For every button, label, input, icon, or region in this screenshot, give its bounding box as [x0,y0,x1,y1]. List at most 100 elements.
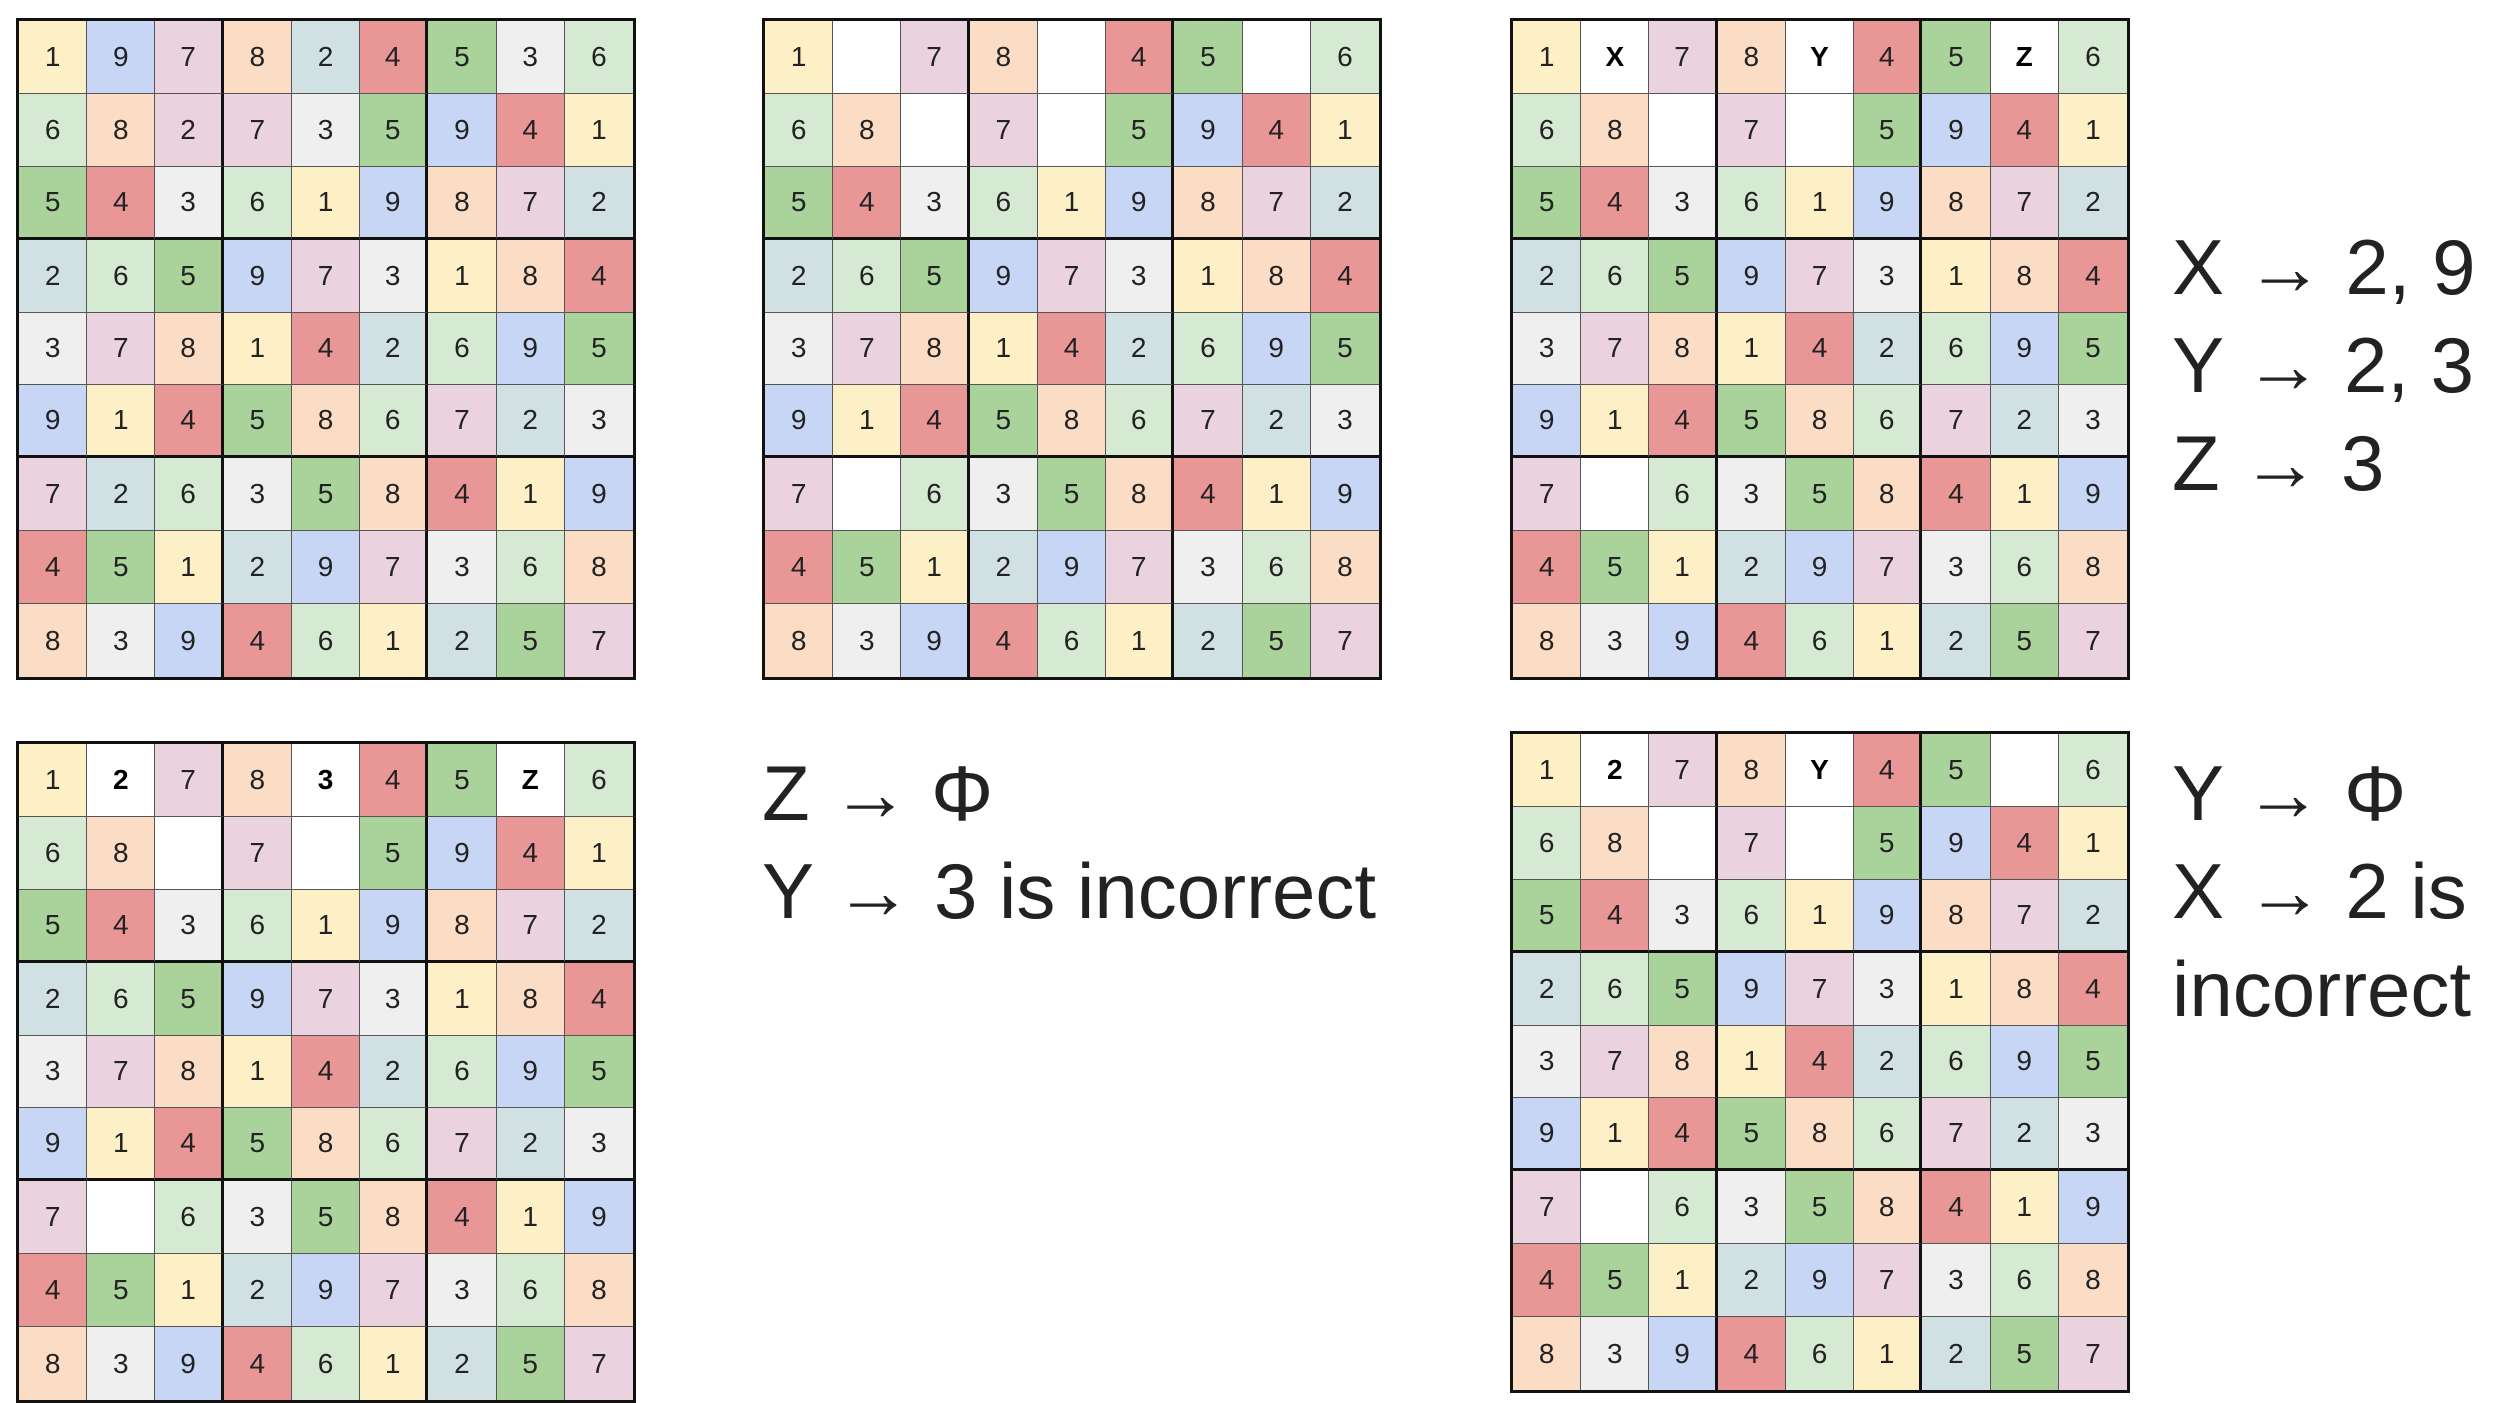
sudoku-cell: 1 [1106,604,1175,677]
sudoku-cell: 4 [223,1327,292,1400]
sudoku-cell: 1 [360,1327,429,1400]
sudoku-cell: 6 [1513,93,1582,167]
sudoku-cell: 7 [564,604,633,677]
sudoku-cell: 9 [1854,879,1923,953]
sudoku-cell: 2 [1513,239,1582,313]
sudoku-cell: 5 [1242,604,1311,677]
sudoku-cell: 2 [87,458,156,532]
sudoku-cell: 6 [496,531,565,605]
sudoku-cell: 4 [1854,21,1923,94]
sudoku-cell: 1 [291,166,361,240]
sudoku-cell: 5 [564,312,633,386]
sudoku-cell: 8 [1922,879,1991,953]
sudoku-cell: 9 [155,604,224,677]
sudoku-cell: 2 [19,962,88,1036]
sudoku-cell: 6 [87,239,156,313]
sudoku-cell: 7 [1717,93,1786,167]
sudoku-cell: 1 [1990,1171,2059,1245]
sudoku-cell: 6 [765,93,834,167]
sudoku-cell: 7 [1106,531,1175,605]
sudoku-cell: 7 [1513,1171,1582,1245]
sudoku-cell: 9 [223,239,292,313]
sudoku-cell: 5 [1106,93,1175,167]
sudoku-cell: 1 [1242,458,1311,532]
sudoku-cell: 9 [1310,458,1379,532]
sudoku-cell: 1 [19,744,88,817]
sudoku-cell: 9 [1513,385,1582,459]
y-incorrect-line: Y → 3 is incorrect [762,847,1377,935]
sudoku-cell: 7 [87,312,156,386]
sudoku-cell: 1 [428,239,497,313]
sudoku-cell: 8 [1513,1317,1582,1390]
z-empty-line: Z → Φ [762,749,994,837]
sudoku-cell: 8 [564,1254,633,1328]
sudoku-cell: 2 [2058,166,2127,240]
sudoku-cell: 3 [1174,531,1243,605]
sudoku-cell: 6 [1922,1025,1991,1099]
sudoku-cell: X [1581,21,1650,94]
sudoku-cell: 5 [2058,1025,2127,1099]
sudoku-cell: 4 [1854,734,1923,807]
sudoku-cell: 6 [1922,312,1991,386]
sudoku-cell: 5 [765,166,834,240]
sudoku-cell: 9 [1922,93,1991,167]
sudoku-cell: 4 [2058,952,2127,1026]
sudoku-cell: 3 [19,1035,88,1109]
sudoku-cell: 2 [1922,1317,1991,1390]
sudoku-cell: 3 [1649,166,1718,240]
sudoku-cell: 4 [564,962,633,1036]
sudoku-cell: 6 [1990,1244,2059,1318]
sudoku-cell: 1 [1785,166,1855,240]
sudoku-cell: 5 [223,1108,292,1182]
sudoku-cell: 3 [1922,1244,1991,1318]
sudoku-cell: 1 [496,1181,565,1255]
sudoku-cell: 4 [360,21,429,94]
sudoku-cell: 3 [1513,1025,1582,1099]
sudoku-cell: 7 [1854,1244,1923,1318]
sudoku-cell: 7 [1242,166,1311,240]
sudoku-cell: 6 [155,1181,224,1255]
sudoku-cell: 4 [1990,806,2059,880]
sudoku-cell: 8 [428,166,497,240]
candidates-note: X → 2, 9 Y → 2, 3 Z → 3 [2172,218,2475,512]
sudoku-cell: 5 [155,239,224,313]
sudoku-cell: 9 [496,312,565,386]
sudoku-cell: 8 [87,93,156,167]
sudoku-cell: 2 [496,385,565,459]
sudoku-cell: 1 [969,312,1038,386]
sudoku-cell: 9 [1174,93,1243,167]
sudoku-cell: 2 [496,1108,565,1182]
sudoku-cell: 4 [1785,1025,1855,1099]
sudoku-cell: 2 [969,531,1038,605]
sudoku-cell: Z [1990,21,2059,94]
sudoku-cell: 7 [765,458,834,532]
sudoku-cell: 9 [1717,239,1786,313]
sudoku-cell: 6 [2058,734,2127,807]
sudoku-cell: 2 [765,239,834,313]
sudoku-cell: 8 [496,962,565,1036]
sudoku-cell: 4 [87,889,156,963]
sudoku-cell [1649,806,1718,880]
sudoku-cell: 7 [496,889,565,963]
sudoku-cell: 2 [1854,312,1923,386]
sudoku-cell: 6 [564,21,633,94]
sudoku-cell: 1 [155,1254,224,1328]
sudoku-cell: 7 [1990,879,2059,953]
sudoku-cell: 2 [1717,1244,1786,1318]
sudoku-cell: 5 [969,385,1038,459]
sudoku-cell: 7 [428,385,497,459]
sudoku-cell: 3 [155,166,224,240]
sudoku-cell: 8 [901,312,970,386]
sudoku-cell: 3 [1854,239,1923,313]
sudoku-cell: 5 [1854,93,1923,167]
sudoku-cell: 3 [291,93,361,167]
sudoku-cell [1581,1171,1650,1245]
sudoku-cell: 6 [87,962,156,1036]
sudoku-cell: 6 [1717,166,1786,240]
sudoku-cell: 9 [19,1108,88,1182]
sudoku-cell: Z [496,744,565,817]
sudoku-cell: 4 [901,385,970,459]
sudoku-cell: 2 [1990,385,2059,459]
sudoku-cell: 8 [1854,458,1923,532]
sudoku-cell: 3 [428,531,497,605]
